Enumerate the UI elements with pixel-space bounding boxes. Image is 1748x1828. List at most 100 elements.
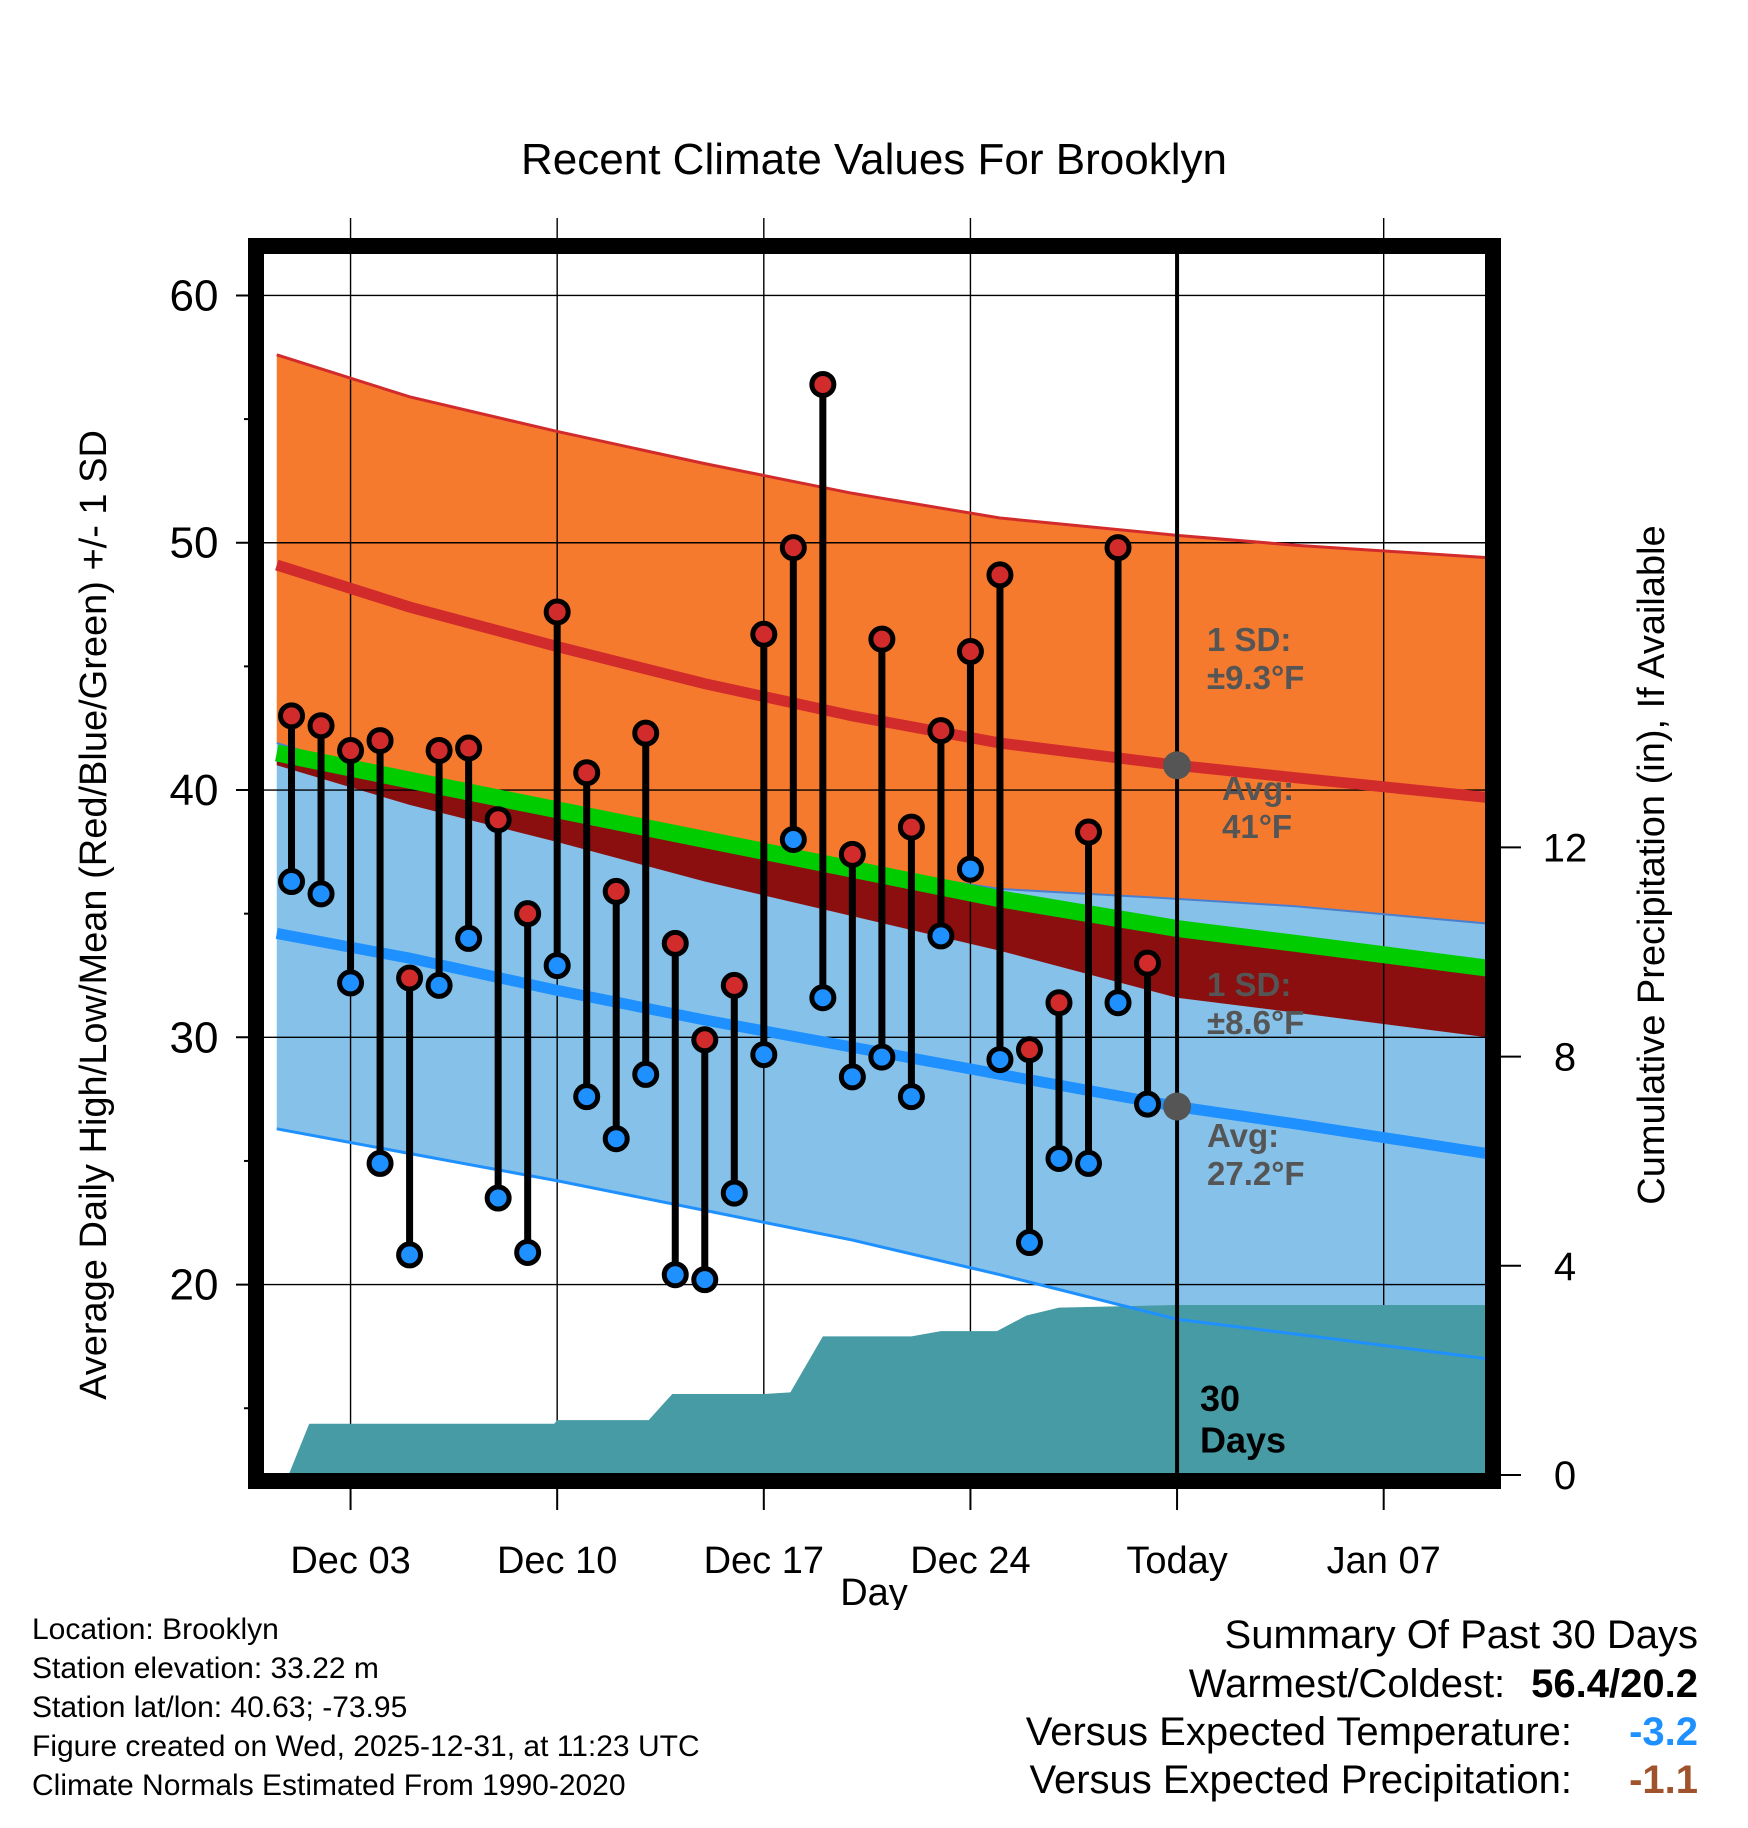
daily-high-point	[720, 971, 748, 999]
daily-low-point	[838, 1063, 866, 1091]
daily-high-point	[661, 929, 689, 957]
y2-tick-label: 12	[1543, 826, 1588, 870]
low-avg-annotation-line: Avg:	[1207, 1117, 1279, 1154]
y-tick-label: 20	[170, 1261, 219, 1310]
warmest-label: Warmest/Coldest:	[1188, 1662, 1506, 1706]
high-sd-annotation: 1 SD: ±9.3°F	[1207, 621, 1304, 696]
daily-low-point	[543, 952, 571, 980]
daily-low-point	[396, 1241, 424, 1269]
daily-high-point	[986, 561, 1014, 589]
daily-low-point	[455, 924, 483, 952]
precip-vs-expected-value: -1.1	[1629, 1758, 1698, 1802]
daily-low-point	[868, 1043, 896, 1071]
daily-high-point	[1075, 818, 1103, 846]
daily-low-point	[720, 1179, 748, 1207]
high-avg-annotation-line: 41°F	[1222, 808, 1292, 845]
y2-tick-label: 8	[1554, 1036, 1576, 1080]
low-sd-annotation-line: 1 SD:	[1207, 966, 1291, 1003]
high-avg-annotation-line: Avg:	[1222, 770, 1294, 807]
x-tick-label: Jan 07	[1327, 1540, 1441, 1582]
daily-low-point	[1075, 1149, 1103, 1177]
daily-low-point	[1104, 989, 1132, 1017]
daily-high-point	[278, 702, 306, 730]
daily-low-point	[956, 855, 984, 883]
daily-high-point	[927, 717, 955, 745]
today-avg-low-marker	[1163, 1092, 1192, 1121]
low-sd-annotation-line: ±8.6°F	[1207, 1004, 1304, 1041]
daily-high-point	[514, 900, 542, 928]
warmest-coldest-row: Warmest/Coldest: 56.4/20.2	[1026, 1660, 1698, 1708]
daily-low-point	[484, 1184, 512, 1212]
precip-vs-expected-row: Versus Expected Precipitation: -1.1	[1026, 1756, 1698, 1804]
low-sd-annotation: 1 SD: ±8.6°F	[1207, 966, 1304, 1041]
daily-low-point	[366, 1149, 394, 1177]
daily-low-point	[573, 1083, 601, 1111]
daily-high-point	[897, 813, 925, 841]
daily-high-point	[396, 964, 424, 992]
y-axis-label: Average Daily High/Low/Mean (Red/Blue/Gr…	[73, 430, 115, 1400]
daily-high-point	[1015, 1036, 1043, 1064]
daily-low-point	[661, 1261, 689, 1289]
y-tick-label: 40	[170, 766, 219, 815]
days-annotation-line: 30	[1200, 1378, 1240, 1419]
daily-low-point	[337, 969, 365, 997]
precip-area	[288, 1305, 1487, 1475]
climate-chart: Recent Climate Values For Brooklyn 1 SD:…	[73, 135, 1673, 1610]
normals-text: Climate Normals Estimated From 1990-2020	[32, 1769, 626, 1802]
daily-low-point	[278, 868, 306, 896]
created-text: Figure created on Wed, 2025-12-31, at 11…	[32, 1730, 700, 1763]
daily-low-point	[1045, 1144, 1073, 1172]
y-tick-label: 50	[170, 519, 219, 568]
daily-high-point	[425, 736, 453, 764]
daily-low-point	[927, 922, 955, 950]
daily-low-point	[632, 1060, 660, 1088]
daily-high-point	[543, 598, 571, 626]
daily-high-point	[632, 719, 660, 747]
daily-high-point	[307, 712, 335, 740]
x-tick-label: Dec 17	[704, 1540, 824, 1582]
daily-high-point	[868, 625, 896, 653]
daily-low-point	[809, 984, 837, 1012]
x-tick-label: Dec 24	[910, 1540, 1030, 1582]
daily-low-point	[691, 1266, 719, 1294]
daily-low-point	[750, 1041, 778, 1069]
plot-frame	[248, 238, 1501, 1489]
low-avg-annotation-line: 27.2°F	[1207, 1155, 1305, 1192]
daily-high-point	[691, 1026, 719, 1054]
avg-high-line	[275, 559, 1488, 803]
y2-tick-label: 0	[1554, 1454, 1576, 1498]
x-tick-label: Dec 10	[497, 1540, 617, 1582]
low-lower-line	[276, 1127, 1488, 1361]
daily-low-point	[1134, 1090, 1162, 1118]
warmest-value: 56.4/20.2	[1531, 1662, 1698, 1706]
x-tick-label: Today	[1126, 1540, 1227, 1582]
daily-low-point	[779, 825, 807, 853]
elevation-text: Station elevation: 33.22 m	[32, 1652, 379, 1685]
station-info: Location: Brooklyn Station elevation: 33…	[32, 1610, 700, 1805]
daily-low-point	[602, 1125, 630, 1153]
x-tick-label: Dec 03	[290, 1540, 410, 1582]
x-axis-label: Day	[840, 1572, 908, 1610]
temp-vs-expected-value: -3.2	[1629, 1710, 1698, 1754]
location-text: Location: Brooklyn	[32, 1613, 279, 1646]
daily-high-point	[455, 734, 483, 762]
daily-high-point	[809, 370, 837, 398]
latlon-text: Station lat/lon: 40.63; -73.95	[32, 1691, 408, 1724]
daily-high-point	[779, 534, 807, 562]
high-upper-line	[276, 353, 1488, 560]
daily-high-point	[484, 806, 512, 834]
temp-vs-expected-label: Versus Expected Temperature:	[1025, 1710, 1572, 1754]
high-sd-annotation-line: 1 SD:	[1207, 621, 1291, 658]
daily-high-point	[956, 638, 984, 666]
daily-high-point	[602, 877, 630, 905]
daily-high-point	[750, 620, 778, 648]
days-annotation: 30 Days	[1200, 1378, 1286, 1460]
y2-axis-label: Cumulative Precipitation (in), If Availa…	[1631, 525, 1673, 1204]
y2-tick-label: 4	[1554, 1245, 1576, 1289]
daily-high-point	[1104, 534, 1132, 562]
daily-low-point	[897, 1083, 925, 1111]
high-sd-annotation-line: ±9.3°F	[1207, 659, 1304, 696]
daily-low-point	[307, 880, 335, 908]
daily-high-point	[1134, 949, 1162, 977]
daily-low-point	[986, 1046, 1014, 1074]
